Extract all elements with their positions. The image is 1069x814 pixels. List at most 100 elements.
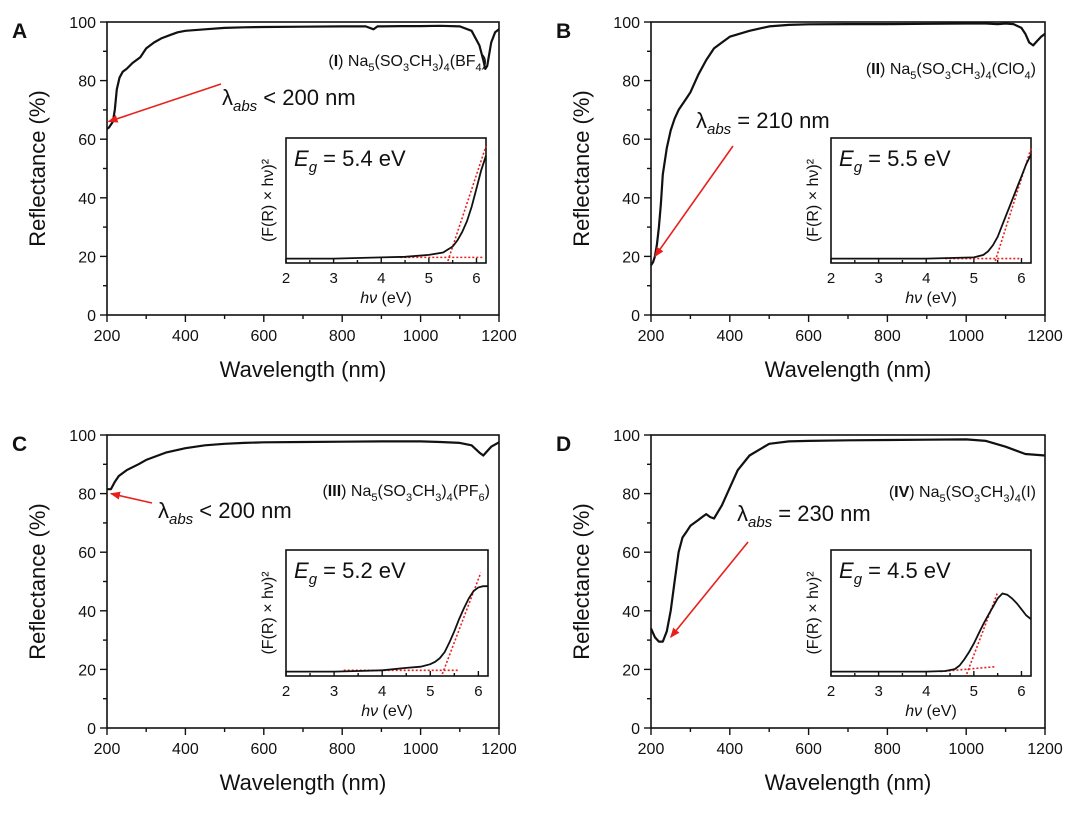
bandgap-label: Eg = 5.5 eV (839, 146, 951, 176)
series-line (106, 24, 500, 130)
formula-part: (PF (453, 483, 479, 500)
x-axis-title: Wavelength (nm) (765, 770, 932, 795)
tauc-fit-line (447, 145, 487, 262)
lambda-subscript: abs (169, 511, 194, 528)
bandgap-subscript: g (309, 571, 318, 588)
lambda-symbol: λ (696, 108, 707, 133)
y-tick-label: 80 (78, 487, 96, 504)
bandgap-subscript: g (309, 159, 318, 176)
inset-series-line (286, 585, 488, 673)
inset-x-tick-label: 5 (426, 683, 434, 700)
formula-part: ) (485, 483, 490, 500)
panel-a: A 200 400 600 800 1000 1200 0 20 40 60 80 100 Wavelen… (12, 15, 517, 382)
bandgap-subscript: g (854, 571, 863, 588)
formula-part: Na (348, 53, 369, 70)
compound-numeral: II (871, 61, 880, 78)
inset-y-axis-title: (F(R) × hν)² (805, 158, 822, 242)
inset-x-axis-symbol: hν (361, 703, 378, 720)
formula-part: (SO (378, 483, 406, 500)
compound-paren: ( (889, 484, 895, 501)
formula-subscript: 3 (435, 492, 441, 504)
panel-b: B 200 400 600 800 1000 1200 0 20 40 60 80 100 Wavelen… (556, 15, 1063, 382)
y-tick-label: 80 (622, 487, 640, 504)
series-line (650, 22, 1046, 266)
bandgap-symbol: E (294, 558, 309, 583)
y-tick-label: 0 (87, 721, 96, 738)
annotation-arrow (670, 541, 749, 638)
inset-frame (830, 137, 1032, 264)
x-tick-label: 800 (329, 328, 356, 345)
lambda-value: < 200 nm (193, 498, 291, 523)
compound-label: (I) Na5(SO3CH3)4(BF4) (328, 53, 487, 74)
x-tick-label: 600 (795, 741, 822, 758)
bandgap-symbol: E (294, 146, 309, 171)
lambda-symbol: λ (737, 501, 748, 526)
x-tick-label: 1000 (948, 328, 984, 345)
y-tick-label: 40 (78, 191, 96, 208)
y-axis-title: Reflectance (%) (25, 90, 50, 247)
x-tick-label: 1200 (1027, 328, 1063, 345)
bandgap-symbol: E (839, 146, 854, 171)
y-tick-label: 60 (78, 132, 96, 149)
panel-label-b: B (556, 20, 571, 43)
formula-subscript: 5 (371, 492, 377, 504)
inset-plot: 2 3 4 5 6 hν (eV) (F(R) × hν)² Eg = 5.5 eV (805, 137, 1032, 307)
formula-part: Na (351, 483, 372, 500)
compound-label: (IV) Na5(SO3CH3)4(I) (889, 484, 1036, 505)
x-tick-label: 1200 (1027, 741, 1063, 758)
y-tick-label: 80 (78, 74, 96, 91)
y-tick-label: 60 (622, 545, 640, 562)
bandgap-value: = 4.5 eV (862, 558, 951, 583)
formula-part: (ClO (992, 61, 1025, 78)
inset-x-tick-label: 6 (1017, 270, 1025, 287)
lambda-value: = 210 nm (731, 108, 829, 133)
x-tick-label: 600 (250, 328, 277, 345)
y-tick-label: 60 (78, 545, 96, 562)
lambda-symbol: λ (222, 85, 233, 110)
formula-subscript: 6 (479, 492, 485, 504)
compound-label: (II) Na5(SO3CH3)4(ClO4) (866, 61, 1036, 82)
x-axis-title: Wavelength (nm) (220, 770, 387, 795)
formula-subscript: 4 (447, 492, 453, 504)
y-axis-title: Reflectance (%) (25, 503, 50, 660)
inset-x-tick-label: 4 (922, 270, 930, 287)
y-tick-label: 0 (631, 308, 640, 325)
x-tick-label: 800 (874, 328, 901, 345)
x-tick-label: 400 (716, 741, 743, 758)
compound-numeral: I (334, 53, 338, 70)
lambda-symbol: λ (158, 498, 169, 523)
compound-paren: ( (866, 61, 872, 78)
y-tick-label: 40 (622, 604, 640, 621)
inset-series-line (831, 592, 1032, 673)
x-tick-label: 1200 (481, 328, 517, 345)
inset-x-axis-title: hν (eV) (905, 703, 957, 720)
annotation-arrow (654, 145, 734, 258)
bandgap-label: Eg = 4.5 eV (839, 558, 951, 588)
y-tick-label: 100 (613, 15, 640, 32)
compound-numeral: IV (894, 484, 909, 501)
x-tick-label: 200 (638, 328, 665, 345)
inset-x-tick-label: 2 (282, 683, 290, 700)
inset-plot: 2 3 4 5 6 hν (eV) (F(R) × hν)² Eg = 4.5 eV (805, 549, 1032, 720)
y-tick-label: 40 (622, 191, 640, 208)
formula-part: Na (890, 61, 911, 78)
formula-part: ) (441, 483, 446, 500)
annotation-arrow (109, 491, 153, 504)
bandgap-value: = 5.5 eV (862, 146, 951, 171)
inset-x-tick-label: 5 (425, 270, 433, 287)
formula-part: Na (919, 484, 940, 501)
inset-x-axis-title: hν (eV) (905, 290, 957, 307)
inset-x-axis-symbol: hν (360, 290, 377, 307)
x-tick-label: 200 (638, 741, 665, 758)
x-axis-title: Wavelength (nm) (765, 357, 932, 382)
x-tick-label: 200 (94, 741, 121, 758)
lambda-subscript: abs (233, 98, 258, 115)
formula-subscript: 3 (403, 62, 409, 74)
formula-part: ) (438, 53, 443, 70)
formula-part: CH (412, 483, 435, 500)
compound-paren: ) (880, 61, 890, 78)
bandgap-value: = 5.4 eV (317, 146, 406, 171)
lambda-subscript: abs (748, 514, 773, 531)
compound-paren: ( (322, 483, 328, 500)
